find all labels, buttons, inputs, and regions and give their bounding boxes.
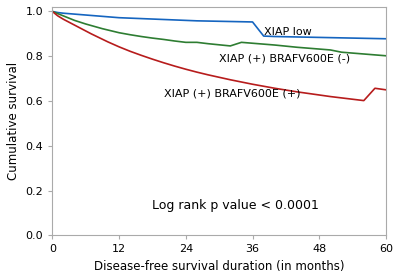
Text: XIAP (+) BRAFV600E (-): XIAP (+) BRAFV600E (-) — [219, 53, 350, 64]
Y-axis label: Cumulative survival: Cumulative survival — [7, 62, 20, 180]
Text: XIAP low: XIAP low — [264, 27, 312, 37]
X-axis label: Disease-free survival duration (in months): Disease-free survival duration (in month… — [94, 260, 344, 273]
Text: Log rank p value < 0.0001: Log rank p value < 0.0001 — [152, 199, 319, 212]
Text: XIAP (+) BRAFV600E (+): XIAP (+) BRAFV600E (+) — [164, 88, 300, 98]
